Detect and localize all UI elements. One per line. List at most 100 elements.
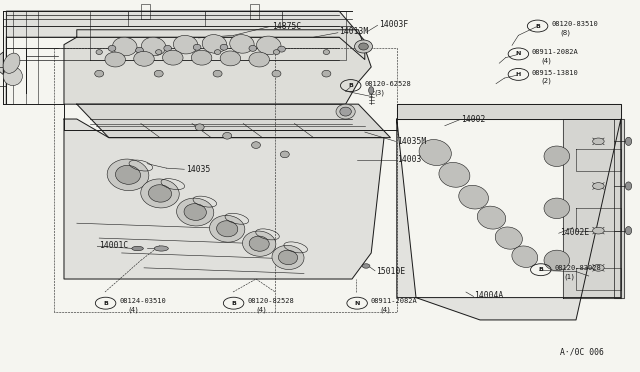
Ellipse shape xyxy=(216,221,238,237)
Ellipse shape xyxy=(544,250,570,271)
Ellipse shape xyxy=(625,137,632,145)
Ellipse shape xyxy=(191,50,212,65)
Ellipse shape xyxy=(3,53,20,73)
Ellipse shape xyxy=(209,215,245,242)
Ellipse shape xyxy=(134,51,154,66)
Ellipse shape xyxy=(95,70,104,77)
Text: 14035M: 14035M xyxy=(397,137,426,146)
Ellipse shape xyxy=(280,151,289,158)
Text: H: H xyxy=(516,72,521,77)
Ellipse shape xyxy=(164,45,172,51)
Ellipse shape xyxy=(136,47,143,53)
Text: N: N xyxy=(516,51,521,57)
Polygon shape xyxy=(6,11,365,104)
Polygon shape xyxy=(0,52,3,74)
Ellipse shape xyxy=(369,87,374,94)
Ellipse shape xyxy=(195,124,204,131)
Polygon shape xyxy=(397,104,621,119)
Ellipse shape xyxy=(173,35,198,54)
Text: 08124-03510: 08124-03510 xyxy=(119,298,166,304)
Text: 14002E: 14002E xyxy=(560,228,589,237)
Ellipse shape xyxy=(113,37,137,56)
Text: B: B xyxy=(231,301,236,306)
Ellipse shape xyxy=(512,246,538,267)
Ellipse shape xyxy=(273,50,280,55)
Text: 14035: 14035 xyxy=(186,165,210,174)
Text: 08120-82528: 08120-82528 xyxy=(247,298,294,304)
Text: N: N xyxy=(355,301,360,306)
Ellipse shape xyxy=(272,246,304,269)
Ellipse shape xyxy=(336,104,355,119)
Text: B: B xyxy=(348,83,353,88)
Ellipse shape xyxy=(163,50,183,65)
Ellipse shape xyxy=(156,50,162,55)
Polygon shape xyxy=(576,208,621,231)
Text: B: B xyxy=(535,23,540,29)
Ellipse shape xyxy=(439,163,470,187)
Ellipse shape xyxy=(593,138,604,145)
Ellipse shape xyxy=(184,204,206,220)
Text: (3): (3) xyxy=(374,89,384,96)
Text: 14004A: 14004A xyxy=(474,291,503,300)
Text: 15010E: 15010E xyxy=(376,267,406,276)
Text: 08911-2082A: 08911-2082A xyxy=(371,298,417,304)
Text: 14003: 14003 xyxy=(397,155,421,164)
Ellipse shape xyxy=(249,236,269,251)
Text: 14875C: 14875C xyxy=(272,22,301,31)
Ellipse shape xyxy=(249,52,269,67)
Ellipse shape xyxy=(252,142,260,148)
Ellipse shape xyxy=(355,40,372,53)
Ellipse shape xyxy=(625,182,632,190)
Ellipse shape xyxy=(593,227,604,234)
Text: (4): (4) xyxy=(129,307,139,313)
Text: (1): (1) xyxy=(564,273,574,280)
Ellipse shape xyxy=(544,198,570,219)
Polygon shape xyxy=(563,119,621,298)
Ellipse shape xyxy=(108,45,116,51)
Ellipse shape xyxy=(141,37,166,56)
Ellipse shape xyxy=(593,264,604,271)
Ellipse shape xyxy=(272,70,281,77)
Polygon shape xyxy=(614,119,624,298)
Text: 08120-62528: 08120-62528 xyxy=(364,81,411,87)
Ellipse shape xyxy=(107,159,149,190)
Ellipse shape xyxy=(340,107,351,116)
Ellipse shape xyxy=(362,264,370,268)
Text: B: B xyxy=(538,267,543,272)
Text: 14013M: 14013M xyxy=(339,27,369,36)
Ellipse shape xyxy=(154,246,168,251)
Ellipse shape xyxy=(278,46,285,52)
Ellipse shape xyxy=(278,250,298,264)
Ellipse shape xyxy=(477,206,506,229)
Text: 08915-13810: 08915-13810 xyxy=(532,70,579,76)
Ellipse shape xyxy=(459,185,488,209)
Polygon shape xyxy=(576,149,621,171)
Ellipse shape xyxy=(230,35,254,53)
Text: B: B xyxy=(103,301,108,306)
Text: 14002: 14002 xyxy=(461,115,485,124)
Ellipse shape xyxy=(96,50,102,55)
Polygon shape xyxy=(64,30,371,104)
Text: (4): (4) xyxy=(257,307,267,313)
Ellipse shape xyxy=(3,67,22,86)
Text: (8): (8) xyxy=(561,29,571,36)
Text: 14003F: 14003F xyxy=(379,20,408,29)
Text: (2): (2) xyxy=(541,78,552,84)
Ellipse shape xyxy=(220,44,228,50)
Ellipse shape xyxy=(544,146,570,167)
Polygon shape xyxy=(576,268,621,290)
Ellipse shape xyxy=(243,231,276,256)
Text: (4): (4) xyxy=(380,307,390,313)
Ellipse shape xyxy=(419,140,451,166)
Text: 08120-83510: 08120-83510 xyxy=(551,21,598,27)
Ellipse shape xyxy=(249,45,257,51)
Text: 08911-2082A: 08911-2082A xyxy=(532,49,579,55)
Ellipse shape xyxy=(202,35,227,53)
Polygon shape xyxy=(77,104,390,138)
Ellipse shape xyxy=(223,132,232,139)
Ellipse shape xyxy=(115,166,141,184)
Text: A·/0C 006: A·/0C 006 xyxy=(560,347,604,356)
Polygon shape xyxy=(397,119,621,320)
Ellipse shape xyxy=(323,50,330,55)
Ellipse shape xyxy=(141,179,179,208)
